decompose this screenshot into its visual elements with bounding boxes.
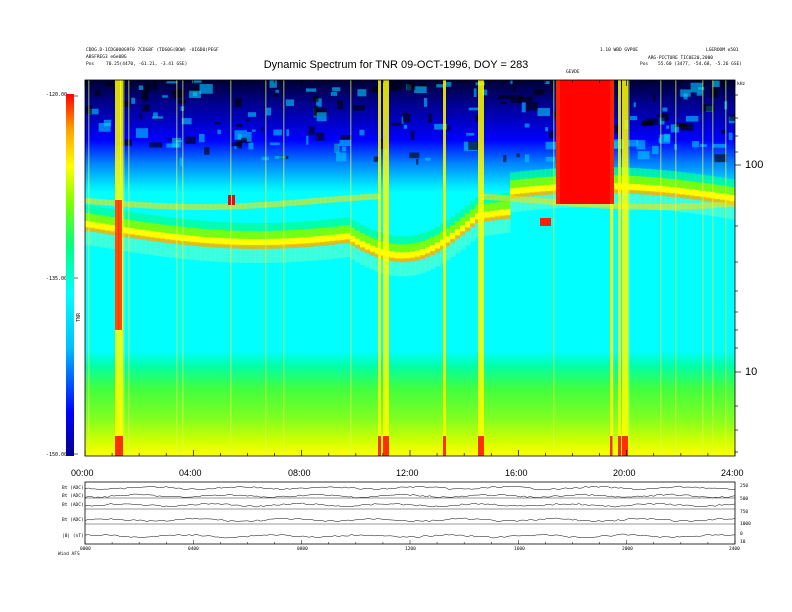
aux-x-tick-0800: 0800	[297, 547, 308, 552]
x-tick-2400: 24:00	[721, 468, 744, 478]
aux-x-tick-0000: 0000	[80, 547, 91, 552]
x-tick-0800: 08:00	[288, 468, 311, 478]
colorbar-tick-top: -120.00	[46, 92, 68, 98]
aux-x-tick-1600: 1600	[514, 547, 525, 552]
y-tick-10: 10	[745, 366, 758, 378]
header-right-line2: LGEROOM e501	[706, 48, 739, 53]
header-left-pos-value: 70.25(4470, -61.21, -3.41 GSE)	[106, 62, 188, 67]
aux-right-axis-5: 0	[740, 532, 743, 537]
x-tick-1200: 12:00	[396, 468, 419, 478]
header-right-pos-value: 55.60 (3477, -54.68, -5.26 GSE)	[658, 62, 742, 67]
y-axis-unit: kHz	[737, 82, 746, 87]
x-tick-1600: 16:00	[505, 468, 528, 478]
aux-x-tick-2000: 2000	[622, 547, 633, 552]
aux-right-axis-2: 500	[740, 497, 749, 502]
aux-right-axis-1: 250	[740, 484, 749, 489]
header-left-line2: ABSFREG3 e6e0BG	[86, 55, 127, 60]
chart-title: Dynamic Spectrum for TNR 09-OCT-1996, DO…	[263, 59, 529, 71]
colorbar-tick-bottom: -150.00	[46, 452, 68, 458]
header-left-pos-label: Pos	[86, 62, 95, 67]
aux-label-1: Bt (ADC)	[62, 486, 84, 491]
aux-label-3: Bt (ADC)	[62, 503, 84, 508]
aux-x-tick-1200: 1200	[405, 547, 416, 552]
spectrum-streaks	[88, 80, 727, 456]
aux-right-axis-4: 1000	[740, 522, 751, 527]
colorbar-tick-mid: -135.00	[46, 276, 68, 282]
aux-x-tick-2400: 2400	[729, 547, 740, 552]
header-mid-tag: GEVDE	[566, 70, 580, 75]
x-tick-0400: 04:00	[179, 468, 202, 478]
aux-label-4: Bt (ADC)	[62, 518, 84, 523]
aux-label-5: |B| (nT)	[62, 534, 84, 539]
y-tick-100: 100	[745, 159, 764, 171]
aux-x-tick-0400: 0400	[188, 547, 199, 552]
aux-footer: Wind AFS	[58, 552, 80, 557]
colorbar	[66, 94, 74, 456]
aux-right-axis-3: 750	[740, 510, 749, 515]
header-right-line3: ARG-PICTURE TIC0E20,2000	[648, 56, 714, 61]
aux-right-axis-6: 10	[740, 540, 746, 545]
aux-panel-traces	[84, 485, 736, 539]
header-left-line1: CDDG.D-1CDG000G9F0 7CDG8F (TDG0G(BOW) -U…	[86, 48, 219, 53]
aux-panel-frame	[84, 481, 736, 545]
header-right-line1: 1.10 WBD GVPOE	[600, 48, 638, 53]
x-tick-0000: 00:00	[71, 468, 94, 478]
aux-label-2: Bt (ADC)	[62, 494, 84, 499]
x-tick-2000: 20:00	[613, 468, 636, 478]
header-right-pos-label: Pos	[640, 62, 649, 67]
